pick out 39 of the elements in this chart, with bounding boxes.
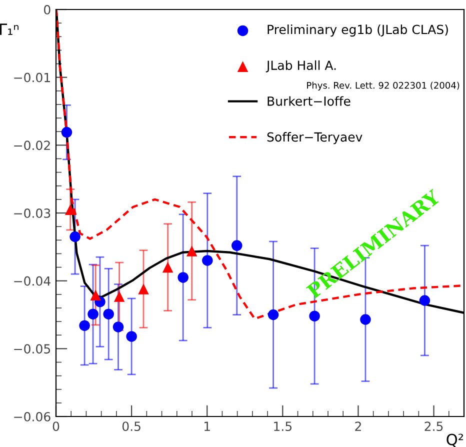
y-tick-label: −0.06: [14, 412, 50, 422]
point: [70, 231, 80, 242]
point: [103, 308, 114, 320]
y-tick-label: −0.03: [14, 208, 50, 218]
legend-label: JLab Hall A.: [266, 60, 336, 72]
x-tick-label: 1: [204, 422, 210, 431]
point: [64, 204, 76, 215]
x-axis-title: Q²: [446, 434, 464, 447]
point: [202, 255, 213, 266]
point: [232, 240, 242, 251]
point: [162, 262, 174, 273]
y-tick-label: 0: [44, 4, 50, 14]
y-tick-label: −0.01: [14, 72, 50, 82]
x-tick-label: 2: [355, 422, 361, 431]
y-axis-title: Γ₁ⁿ: [0, 24, 18, 35]
point: [178, 272, 188, 283]
point: [268, 309, 279, 320]
point: [138, 284, 149, 294]
point: [112, 322, 124, 332]
point: [360, 314, 371, 325]
point: [309, 310, 320, 322]
point: [90, 290, 101, 300]
x-tick-label: 0: [52, 422, 60, 432]
annotation: Phys. Rev. Lett. 92 022301 (2004): [307, 82, 460, 90]
point: [114, 291, 125, 302]
y-tick-label: −0.04: [14, 276, 50, 286]
x-tick-label: 2.5: [424, 422, 443, 432]
x-tick-label: 1.5: [274, 422, 292, 432]
legend-label: Soffer−Teryaev: [267, 132, 362, 144]
point: [126, 331, 137, 342]
x-tick-label: 0.5: [122, 422, 140, 432]
point: [61, 126, 72, 138]
y-tick-label: −0.02: [14, 140, 50, 150]
y-tick-label: −0.05: [14, 344, 50, 354]
point: [186, 246, 198, 256]
point: [79, 320, 90, 331]
legend-label: Preliminary eg1b (JLab CLAS): [268, 24, 448, 37]
point: [88, 308, 98, 320]
legend-label: Burkert−Ioffe: [268, 96, 350, 106]
